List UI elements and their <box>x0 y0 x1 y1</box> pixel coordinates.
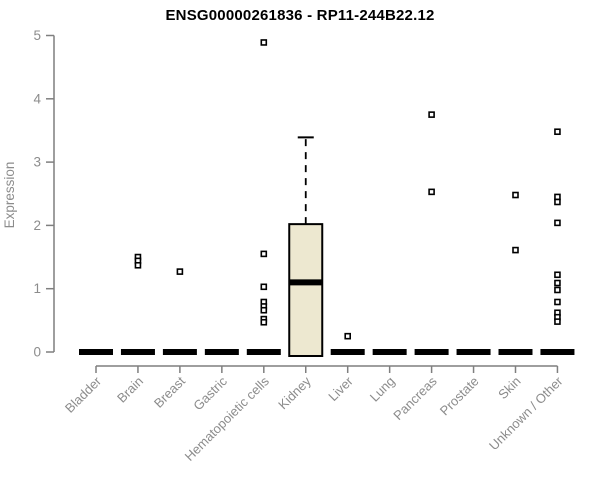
outlier-point-hematopoietic-cells <box>260 39 268 46</box>
y-tick-label: 2 <box>33 218 41 233</box>
outlier-point-brain <box>134 261 142 269</box>
boxplot-bar-breast <box>162 349 197 355</box>
y-tick-label: 5 <box>33 28 41 43</box>
boxplot-bar-bladder <box>79 349 113 355</box>
boxplot-bar-hematopoietic-cells <box>246 349 281 355</box>
y-tick-label: 1 <box>33 281 41 296</box>
boxplot-bar-liver <box>330 349 365 355</box>
outlier-point-skin <box>512 246 519 254</box>
outlier-point-pancreas <box>428 111 435 118</box>
outlier-point-unknown-other <box>554 128 561 136</box>
boxplot-bar-gastric <box>204 349 239 355</box>
boxplot-bar-prostate <box>456 349 491 355</box>
median-line-kidney <box>289 279 323 286</box>
box-kidney <box>288 223 324 357</box>
x-category-label-breast: Breast <box>151 373 188 410</box>
outlier-point-hematopoietic-cells <box>260 250 268 258</box>
outlier-point-breast <box>176 268 184 275</box>
x-category-label-skin: Skin <box>495 374 523 402</box>
outlier-point-unknown-other <box>554 271 561 279</box>
y-tick-label: 3 <box>33 155 41 170</box>
outlier-point-hematopoietic-cells <box>260 283 268 291</box>
outlier-point-unknown-other <box>554 286 561 294</box>
x-category-label-pancreas: Pancreas <box>390 373 440 423</box>
outlier-point-hematopoietic-cells <box>260 318 268 326</box>
x-category-label-kidney: Kidney <box>275 373 314 412</box>
outlier-point-unknown-other <box>554 193 561 201</box>
outlier-point-unknown-other <box>554 279 561 287</box>
x-category-label-unknown-other: Unknown / Other <box>486 373 566 453</box>
outlier-point-unknown-other <box>554 198 561 206</box>
boxplot-bar-lung <box>372 349 407 355</box>
x-category-label-liver: Liver <box>325 373 356 404</box>
outlier-point-pancreas <box>428 188 435 196</box>
boxplot-bar-unknown-other <box>540 349 575 355</box>
x-category-label-bladder: Bladder <box>62 373 105 416</box>
outlier-point-liver <box>344 332 352 340</box>
chart-title: ENSG00000261836 - RP11-244B22.12 <box>165 7 435 24</box>
outlier-point-unknown-other <box>554 318 561 325</box>
boxplot-bar-skin <box>498 349 533 355</box>
x-category-label-lung: Lung <box>367 374 398 405</box>
boxplot-bar-brain <box>120 349 155 355</box>
y-tick-label: 4 <box>33 91 41 106</box>
x-category-label-gastric: Gastric <box>190 373 230 413</box>
outlier-point-hematopoietic-cells <box>260 306 268 314</box>
outlier-point-unknown-other <box>554 219 561 227</box>
x-category-label-prostate: Prostate <box>437 374 482 419</box>
outlier-point-skin <box>512 191 519 199</box>
boxplot-bar-pancreas <box>414 349 449 355</box>
y-tick-label: 0 <box>33 345 41 360</box>
outlier-point-unknown-other <box>554 298 561 306</box>
x-category-label-brain: Brain <box>114 374 146 406</box>
